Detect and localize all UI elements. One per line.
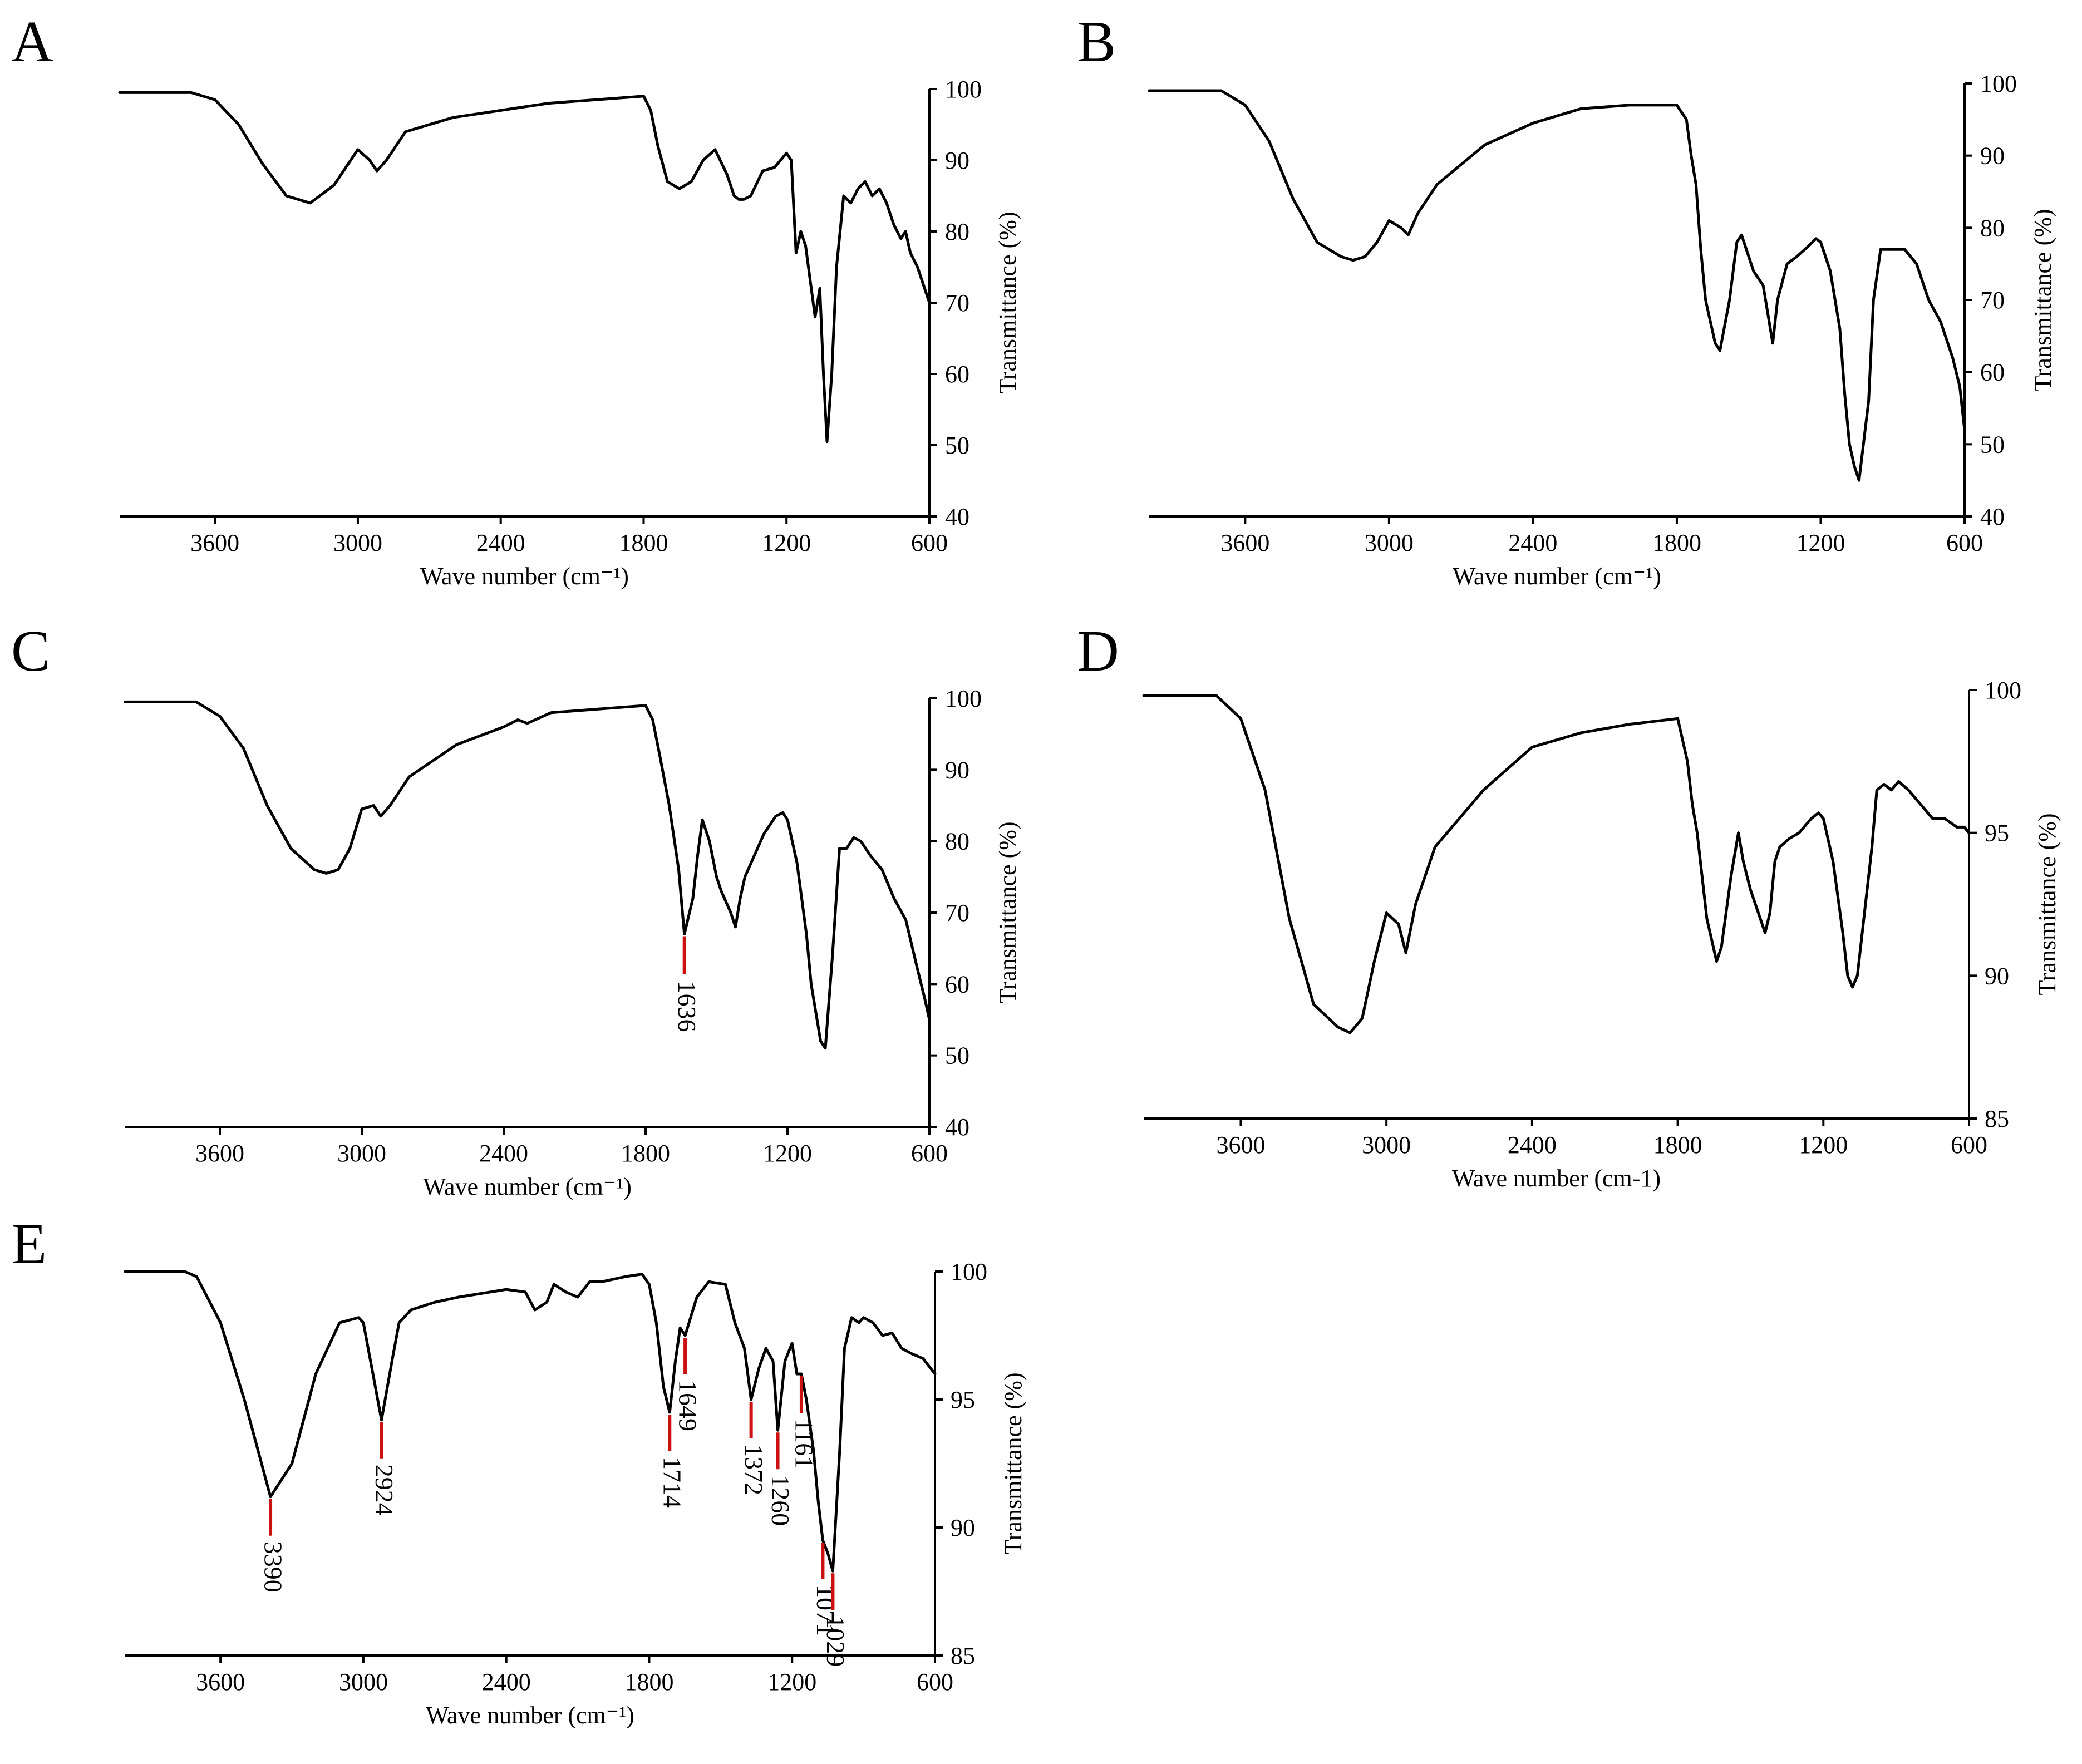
x-tick-label-d-1800: 1800 xyxy=(1653,1131,1702,1159)
y-tick-label-d-90: 90 xyxy=(1985,962,2009,989)
x-tick-label-d-1200: 1200 xyxy=(1799,1131,1848,1159)
spectrum-line-c xyxy=(124,700,931,1050)
x-tick-label-b-1800: 1800 xyxy=(1652,529,1701,556)
peak-label-e-1714: 1714 xyxy=(658,1457,687,1508)
y-tick-label-d-85: 85 xyxy=(1985,1105,2009,1132)
x-tick-label-d-600: 600 xyxy=(1951,1131,1987,1159)
y-tick-label-c-70: 70 xyxy=(945,899,969,927)
y-tick-label-b-90: 90 xyxy=(1980,142,2005,170)
x-tick-label-c-1800: 1800 xyxy=(621,1140,670,1167)
x-tick-label-b-3000: 3000 xyxy=(1365,529,1414,556)
y-axis-title-a: Transmittance (%) xyxy=(994,211,1021,393)
x-tick-label-b-1200: 1200 xyxy=(1796,529,1845,556)
peak-label-e-3390: 3390 xyxy=(259,1541,287,1593)
peak-label-c-1636: 1636 xyxy=(673,981,701,1032)
x-tick-label-a-600: 600 xyxy=(911,529,948,556)
y-tick-label-b-70: 70 xyxy=(1980,287,2005,314)
y-axis-title-c: Transmittance (%) xyxy=(994,821,1021,1003)
x-tick-label-a-3600: 3600 xyxy=(190,529,239,556)
y-tick-label-b-60: 60 xyxy=(1980,359,2005,386)
x-tick-label-e-1800: 1800 xyxy=(624,1668,673,1696)
x-tick-label-a-2400: 2400 xyxy=(476,529,525,556)
x-axis-title-a: Wave number (cm⁻¹) xyxy=(420,563,629,590)
y-tick-label-c-80: 80 xyxy=(945,828,969,855)
peak-label-e-1161: 1161 xyxy=(790,1418,818,1469)
peak-label-e-1071: 1071 xyxy=(811,1585,840,1636)
x-tick-label-c-3000: 3000 xyxy=(337,1140,386,1167)
y-axis-title-b: Transmittance (%) xyxy=(2029,209,2056,391)
y-tick-label-a-60: 60 xyxy=(945,361,969,388)
x-axis-title-d: Wave number (cm-1) xyxy=(1452,1165,1661,1192)
y-tick-label-c-60: 60 xyxy=(945,970,969,998)
peak-label-e-1372: 1372 xyxy=(740,1444,768,1495)
x-tick-label-d-2400: 2400 xyxy=(1508,1131,1557,1159)
spectrum-line-a xyxy=(118,91,931,444)
y-axis-title-d: Transmittance (%) xyxy=(2034,813,2061,995)
peak-label-e-1029: 1029 xyxy=(821,1615,850,1667)
y-tick-label-c-40: 40 xyxy=(945,1113,969,1141)
x-tick-label-d-3600: 3600 xyxy=(1216,1131,1265,1159)
x-tick-label-a-3000: 3000 xyxy=(333,529,382,556)
y-tick-label-c-50: 50 xyxy=(945,1042,969,1070)
y-tick-label-b-80: 80 xyxy=(1980,214,2005,242)
spectrum-line-d xyxy=(1142,694,1971,1034)
x-tick-label-b-600: 600 xyxy=(1946,529,1983,556)
y-tick-label-c-100: 100 xyxy=(945,685,982,712)
panel-letter-e: E xyxy=(11,1211,47,1276)
spectrum-line-b xyxy=(1148,89,1966,482)
panel-letter-d: D xyxy=(1077,618,1119,683)
x-tick-label-a-1200: 1200 xyxy=(762,529,811,556)
x-tick-label-d-3000: 3000 xyxy=(1362,1131,1411,1159)
peak-label-e-1260: 1260 xyxy=(766,1475,795,1526)
y-tick-label-a-100: 100 xyxy=(945,76,982,103)
x-tick-label-e-3600: 3600 xyxy=(196,1668,245,1696)
y-tick-label-c-90: 90 xyxy=(945,756,969,784)
y-tick-label-d-100: 100 xyxy=(1985,677,2021,704)
peak-label-e-2924: 2924 xyxy=(370,1465,398,1516)
x-tick-label-c-2400: 2400 xyxy=(479,1140,528,1167)
x-tick-label-e-2400: 2400 xyxy=(482,1668,531,1696)
x-tick-label-c-1200: 1200 xyxy=(763,1140,812,1167)
y-tick-label-e-85: 85 xyxy=(951,1642,975,1669)
x-tick-label-e-3000: 3000 xyxy=(339,1668,388,1696)
panel-letter-a: A xyxy=(11,9,53,74)
y-tick-label-b-40: 40 xyxy=(1980,503,2005,530)
x-tick-label-a-1800: 1800 xyxy=(619,529,668,556)
panel-letter-c: C xyxy=(11,618,50,683)
panel-letter-b: B xyxy=(1077,9,1116,74)
y-tick-label-d-95: 95 xyxy=(1985,820,2009,847)
x-axis-title-e: Wave number (cm⁻¹) xyxy=(426,1702,634,1729)
y-tick-label-b-50: 50 xyxy=(1980,431,2005,458)
x-axis-title-c: Wave number (cm⁻¹) xyxy=(423,1173,632,1200)
y-tick-label-e-95: 95 xyxy=(951,1386,975,1413)
y-tick-label-a-40: 40 xyxy=(945,503,969,530)
y-axis-title-e: Transmittance (%) xyxy=(1000,1372,1027,1554)
y-tick-label-b-100: 100 xyxy=(1980,70,2017,97)
y-tick-label-a-90: 90 xyxy=(945,147,969,174)
x-tick-label-b-3600: 3600 xyxy=(1220,529,1269,556)
y-tick-label-a-50: 50 xyxy=(945,432,969,459)
x-tick-label-e-600: 600 xyxy=(917,1668,953,1696)
spectrum-line-e xyxy=(124,1270,937,1573)
y-tick-label-e-100: 100 xyxy=(951,1258,987,1285)
x-tick-label-c-600: 600 xyxy=(911,1140,948,1167)
y-tick-label-e-90: 90 xyxy=(951,1514,975,1541)
y-tick-label-a-70: 70 xyxy=(945,289,969,317)
x-tick-label-b-2400: 2400 xyxy=(1508,529,1557,556)
x-axis-title-b: Wave number (cm⁻¹) xyxy=(1453,563,1661,590)
x-tick-label-c-3600: 3600 xyxy=(195,1140,244,1167)
y-tick-label-a-80: 80 xyxy=(945,218,969,245)
x-tick-label-e-1200: 1200 xyxy=(767,1668,816,1696)
peak-label-e-1649: 1649 xyxy=(674,1380,702,1431)
